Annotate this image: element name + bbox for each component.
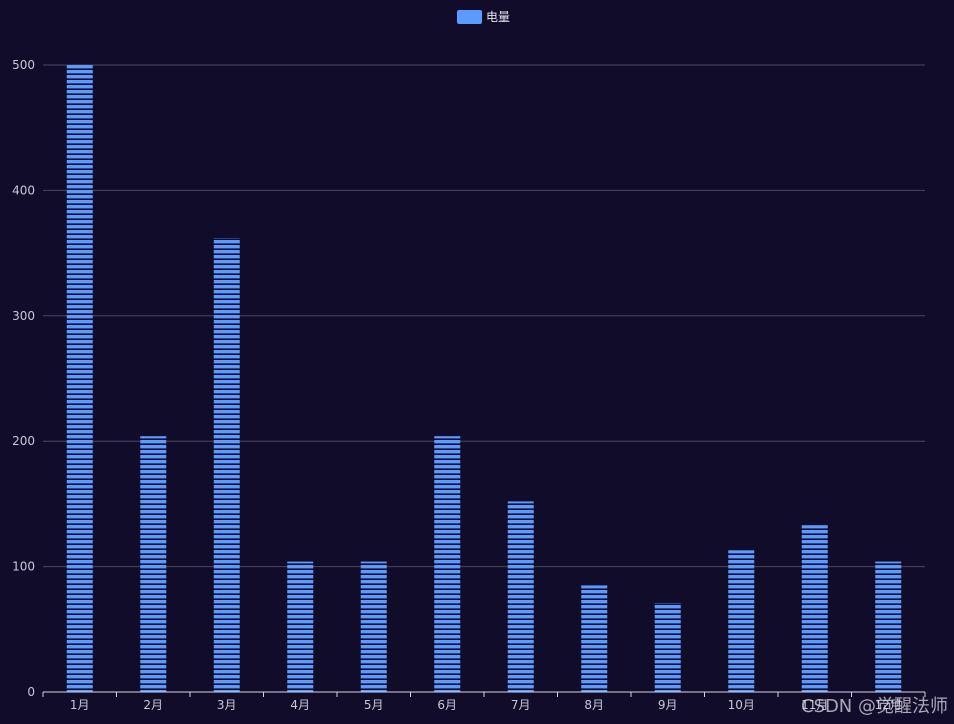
y-tick-label: 0 bbox=[27, 685, 35, 699]
bar[interactable] bbox=[728, 550, 755, 692]
y-tick-label: 400 bbox=[12, 183, 35, 197]
y-tick-label: 300 bbox=[12, 309, 35, 323]
bar[interactable] bbox=[875, 561, 902, 692]
y-tick-label: 500 bbox=[12, 58, 35, 72]
x-tick-label: 11月 bbox=[801, 698, 828, 712]
x-tick-label: 5月 bbox=[364, 698, 384, 712]
x-tick-label: 2月 bbox=[143, 698, 163, 712]
bar[interactable] bbox=[507, 501, 534, 692]
bar[interactable] bbox=[654, 602, 681, 692]
x-tick-label: 4月 bbox=[290, 698, 310, 712]
watermark: CSDN @觉醒法师 bbox=[800, 696, 948, 717]
x-tick-label: 12月 bbox=[875, 698, 902, 712]
bar[interactable] bbox=[581, 585, 608, 692]
x-tick-label: 1月 bbox=[70, 698, 90, 712]
x-tick-label: 6月 bbox=[437, 698, 457, 712]
x-tick-label: 3月 bbox=[217, 698, 237, 712]
x-axis: 1月 2月 3月 4月 5月 6月 7月 8月 9月 10月 11月 12月 bbox=[42, 691, 926, 712]
bar[interactable] bbox=[801, 525, 828, 692]
x-tick-label: 8月 bbox=[584, 698, 604, 712]
bar[interactable] bbox=[434, 436, 461, 692]
bar[interactable] bbox=[287, 561, 314, 692]
x-tick-label: 7月 bbox=[511, 698, 531, 712]
x-tick-label: 10月 bbox=[728, 698, 755, 712]
y-tick-label: 200 bbox=[12, 434, 35, 448]
grid-lines bbox=[43, 64, 925, 568]
bar[interactable] bbox=[360, 561, 387, 692]
y-axis: 0 100 200 300 400 500 bbox=[12, 58, 35, 699]
bar[interactable] bbox=[213, 238, 240, 692]
legend-label: 电量 bbox=[486, 10, 510, 24]
y-tick-label: 100 bbox=[12, 560, 35, 574]
bar[interactable] bbox=[140, 436, 167, 692]
bars bbox=[66, 65, 902, 692]
legend[interactable]: 电量 bbox=[457, 10, 510, 24]
bar[interactable] bbox=[66, 65, 93, 692]
x-tick-label: 9月 bbox=[658, 698, 678, 712]
legend-swatch bbox=[457, 10, 482, 24]
